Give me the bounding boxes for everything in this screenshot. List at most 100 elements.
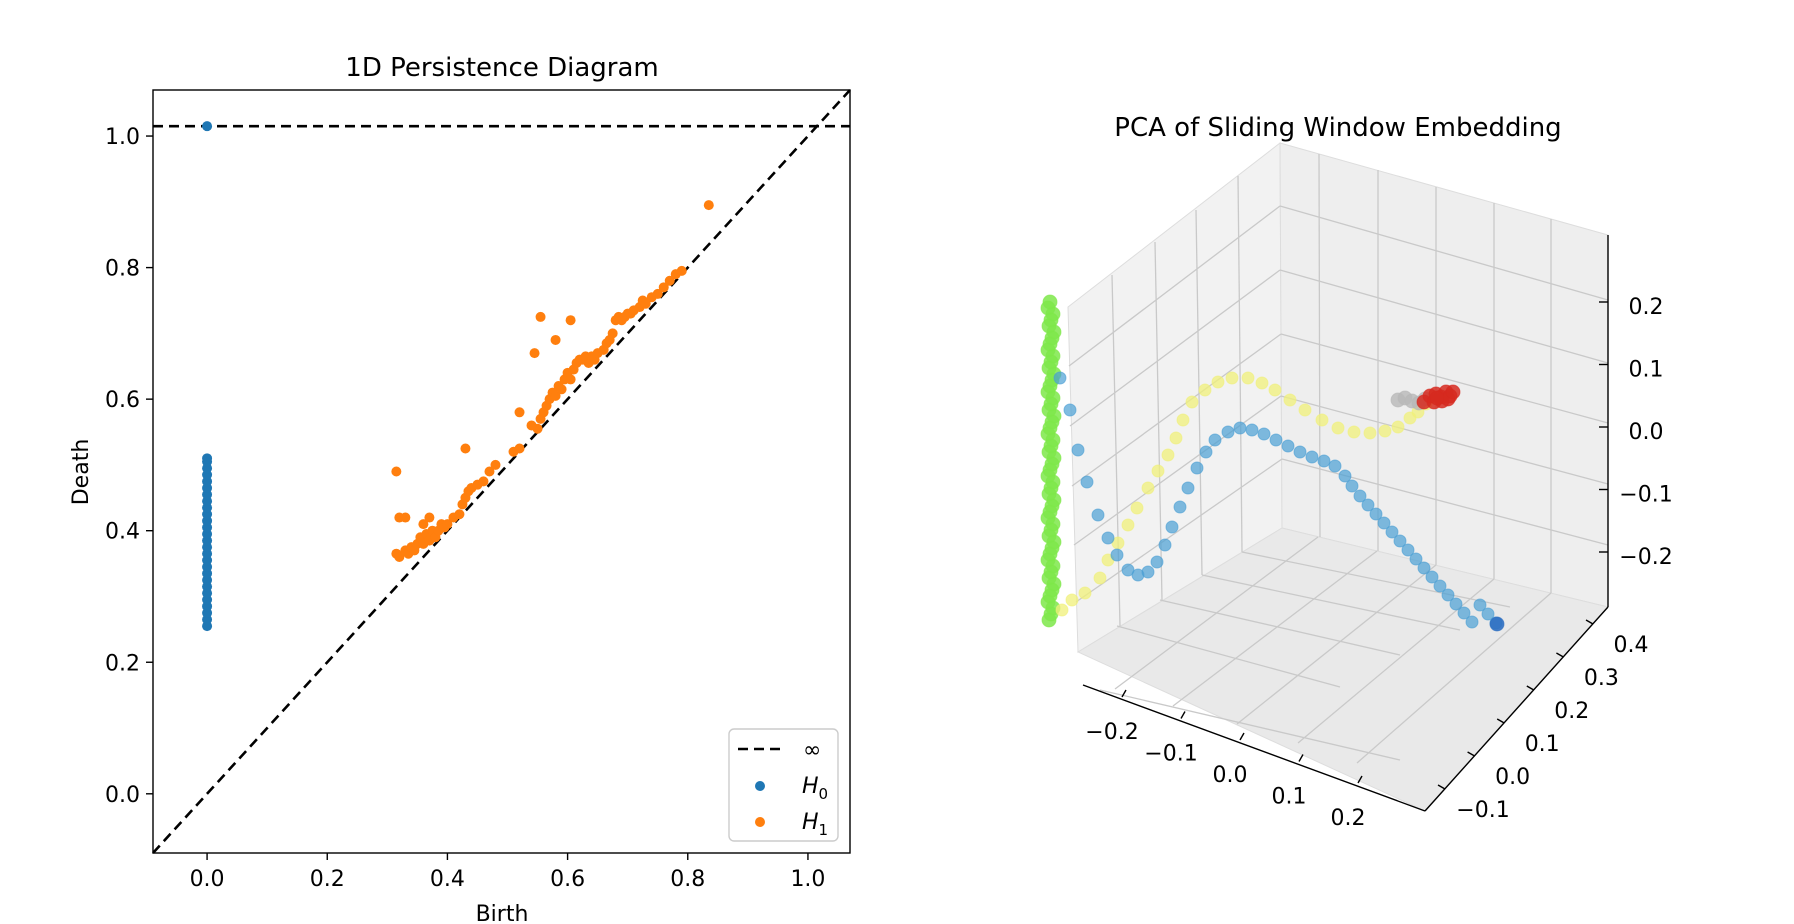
embedding-point xyxy=(1449,597,1463,611)
embedding-point xyxy=(1173,500,1187,514)
x-tick-label: 1.0 xyxy=(790,867,825,892)
x-axis-ticks-3d: −0.2−0.1 0.0 0.1 0.2 xyxy=(1085,689,1366,831)
embedding-point xyxy=(1063,403,1077,417)
embedding-point xyxy=(1093,571,1107,585)
x-tick-label: 0.6 xyxy=(550,867,585,892)
legend-h0-label: H0 xyxy=(802,774,828,803)
embedding-point xyxy=(1293,445,1307,459)
tick-label-3d: 0.2 xyxy=(1331,806,1366,831)
h1-point xyxy=(526,420,537,431)
legend-infinity-label: ∞ xyxy=(803,738,821,763)
embedding-point xyxy=(1211,375,1225,389)
h1-point xyxy=(550,390,561,401)
h1-point xyxy=(391,466,402,477)
h1-point xyxy=(460,443,471,454)
tick-mark-3d xyxy=(1180,711,1186,719)
tick-label-3d: 0.1 xyxy=(1525,732,1560,757)
embedding-point xyxy=(1121,518,1135,532)
embedding-point xyxy=(1457,606,1471,620)
y-tick-label: 0.8 xyxy=(105,257,140,282)
embedding-point xyxy=(1041,612,1057,628)
persistence-plot-frame xyxy=(152,89,851,854)
embedding-point xyxy=(1071,443,1085,457)
y-axis-label: Death xyxy=(69,439,94,506)
embedding-point xyxy=(1353,489,1367,503)
pane-back xyxy=(1279,142,1609,608)
tick-mark-3d xyxy=(1467,751,1475,757)
h1-point xyxy=(424,512,435,523)
embedding-point xyxy=(1345,479,1359,493)
embedding-point xyxy=(1268,383,1282,397)
y-tick-label: 0.2 xyxy=(105,651,140,676)
tick-mark-3d xyxy=(1585,619,1594,625)
embedding-point xyxy=(1385,525,1399,539)
embedding-points xyxy=(1040,294,1505,632)
h1-point xyxy=(514,443,525,454)
embedding-point xyxy=(1110,548,1124,562)
y-axis-ticks: 0.0 0.2 0.4 0.6 0.8 1.0 xyxy=(105,125,153,808)
legend-h1-label: H1 xyxy=(802,810,828,839)
h1-point xyxy=(676,265,687,276)
h1-point xyxy=(442,519,453,530)
h1-point xyxy=(703,200,714,211)
x-tick-label: 0.0 xyxy=(190,867,225,892)
tick-label-3d: 0.0 xyxy=(1495,765,1530,790)
embedding-point xyxy=(1181,481,1195,495)
h1-point xyxy=(640,298,651,309)
tick-mark-3d xyxy=(1298,754,1304,762)
tick-label-3d: −0.1 xyxy=(1144,742,1197,767)
embedding-point xyxy=(1221,425,1235,439)
embedding-point xyxy=(1391,420,1405,434)
tick-mark-3d xyxy=(1239,732,1245,741)
h1-point xyxy=(478,476,489,487)
tick-mark-3d xyxy=(1357,775,1363,784)
embedding-point xyxy=(1141,565,1155,579)
embedding-point xyxy=(1091,508,1105,522)
x-tick-label: 0.2 xyxy=(310,867,345,892)
embedding-point xyxy=(1169,431,1183,445)
embedding-point xyxy=(1433,579,1447,593)
h1-point xyxy=(400,512,411,523)
embedding-point xyxy=(1101,531,1115,545)
embedding-point xyxy=(1363,426,1377,440)
embedding-point xyxy=(1417,561,1431,575)
embedding-point xyxy=(1208,433,1222,447)
h1-point xyxy=(658,282,669,293)
embedding-point xyxy=(1055,603,1069,617)
h1-point xyxy=(664,275,675,286)
tick-label-3d: 0.0 xyxy=(1629,420,1664,445)
embedding-point xyxy=(1150,555,1164,569)
embedding-point xyxy=(1151,464,1165,478)
embedding-point xyxy=(1053,371,1067,385)
h1-point xyxy=(418,519,429,530)
embedding-point xyxy=(1255,376,1269,390)
embedding-point xyxy=(1369,507,1383,521)
h1-point xyxy=(565,374,576,385)
h1-point xyxy=(550,334,561,345)
embedding-point xyxy=(1241,371,1255,385)
h1-point xyxy=(484,466,495,477)
h1-point xyxy=(454,509,465,520)
z-axis-ticks-3d: −0.2 −0.1 0.0 0.1 0.2 xyxy=(1599,295,1673,570)
embedding-point xyxy=(1473,598,1487,612)
tick-label-3d: 0.1 xyxy=(1629,358,1664,383)
tick-mark-3d xyxy=(1437,784,1446,790)
embedding-point xyxy=(1409,552,1423,566)
h0-point xyxy=(202,453,213,464)
embedding-point xyxy=(1393,534,1407,548)
tick-label-3d: 0.0 xyxy=(1213,763,1248,788)
embedding-point xyxy=(1328,459,1342,473)
embedding-point xyxy=(1441,588,1455,602)
h1-points xyxy=(391,200,714,563)
diagonal-line xyxy=(152,89,851,854)
embedding-point xyxy=(1130,501,1144,515)
embedding-point xyxy=(1489,616,1505,632)
pca-3d-plot: PCA of Sliding Window Embedding xyxy=(1040,113,1673,831)
embedding-point xyxy=(1225,371,1239,385)
embedding-point xyxy=(1361,498,1375,512)
h0-points xyxy=(202,121,213,632)
embedding-point xyxy=(1465,615,1479,629)
embedding-point xyxy=(1305,450,1319,464)
tick-label-3d: −0.1 xyxy=(1456,798,1509,823)
legend-h0-swatch xyxy=(755,781,765,791)
